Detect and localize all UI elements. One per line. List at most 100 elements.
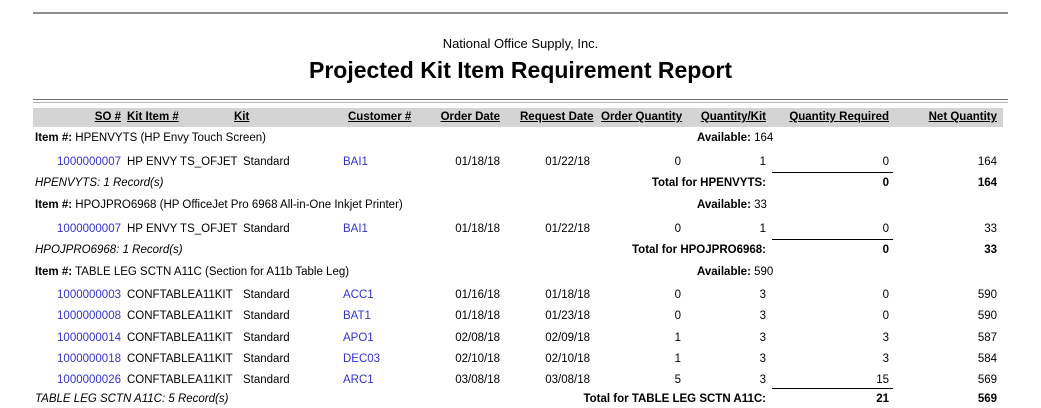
cell-qtyKit: 3 <box>759 332 766 344</box>
cell-orderDate: 01/18/18 <box>455 223 500 235</box>
column-header-kit: Kit <box>234 111 250 123</box>
group-total-net-quantity: 164 <box>977 177 997 189</box>
customer-link[interactable]: BAI1 <box>343 156 368 168</box>
column-header-requestDate: Request Date <box>520 111 594 123</box>
cell-netQty: 569 <box>977 374 997 386</box>
column-header-bar: SO # Kit Item # Kit Customer # Order Date Req… <box>33 108 1003 127</box>
item-number-label: Item #: <box>35 266 73 278</box>
cell-orderQty: 1 <box>674 332 681 344</box>
cell-kitItem: CONFTABLEA11KIT <box>127 353 233 365</box>
cell-orderDate: 02/10/18 <box>455 353 500 365</box>
so-link[interactable]: 1000000026 <box>57 374 121 386</box>
group-item-line: Item #: TABLE LEG SCTN A11C (Section for… <box>35 265 675 279</box>
column-header-so: SO # <box>94 111 121 123</box>
cell-qtyKit: 3 <box>759 310 766 322</box>
group-total-quantity-required: 0 <box>882 177 889 189</box>
so-link[interactable]: 1000000008 <box>57 310 121 322</box>
cell-orderQty: 0 <box>674 156 681 168</box>
available-value: 33 <box>750 199 767 211</box>
cell-qtyReq: 0 <box>882 223 889 235</box>
column-header-kitItem: Kit Item # <box>127 111 179 123</box>
cell-netQty: 584 <box>977 353 997 365</box>
cell-netQty: 590 <box>977 310 997 322</box>
cell-qtyReq: 3 <box>882 332 889 344</box>
cell-kit: Standard <box>243 332 290 344</box>
available-label: Available: <box>697 132 751 144</box>
page-top-rule <box>33 12 1008 14</box>
available-line: Available: 164 <box>697 131 817 145</box>
cell-kitItem: CONFTABLEA11KIT <box>127 374 233 386</box>
item-number-value: HPOJPRO6968 (HP OfficeJet Pro 6968 All-i… <box>72 199 403 211</box>
cell-kitItem: HP ENVY TS_OFJET <box>127 156 238 168</box>
cell-requestDate: 02/10/18 <box>545 353 590 365</box>
column-header-qtyKit: Quantity/Kit <box>700 111 766 123</box>
cell-qtyKit: 3 <box>759 353 766 365</box>
customer-link[interactable]: BAT1 <box>343 310 371 322</box>
cell-kitItem: CONFTABLEA11KIT <box>127 289 233 301</box>
cell-kit: Standard <box>243 353 290 365</box>
column-header-customer: Customer # <box>348 111 412 123</box>
cell-netQty: 164 <box>977 156 997 168</box>
title-separator-rule <box>33 99 1008 103</box>
column-header-qtyReq: Quantity Required <box>789 111 889 123</box>
available-label: Available: <box>697 199 751 211</box>
available-value: 164 <box>750 132 774 144</box>
so-link[interactable]: 1000000018 <box>57 353 121 365</box>
total-separator-line <box>772 172 893 173</box>
customer-link[interactable]: ACC1 <box>343 289 374 301</box>
cell-orderDate: 01/16/18 <box>455 289 500 301</box>
group-record-count: HPENVYTS: 1 Record(s) <box>35 177 164 189</box>
cell-orderQty: 0 <box>674 289 681 301</box>
so-link[interactable]: 1000000007 <box>57 223 121 235</box>
cell-kit: Standard <box>243 374 290 386</box>
cell-requestDate: 01/22/18 <box>545 223 590 235</box>
group-total-quantity-required: 21 <box>876 393 889 405</box>
so-link[interactable]: 1000000007 <box>57 156 121 168</box>
group-item-line: Item #: HPOJPRO6968 (HP OfficeJet Pro 69… <box>35 198 675 212</box>
cell-orderDate: 03/08/18 <box>455 374 500 386</box>
group-total-quantity-required: 0 <box>882 244 889 256</box>
cell-orderQty: 5 <box>674 374 681 386</box>
cell-qtyReq: 3 <box>882 353 889 365</box>
cell-kit: Standard <box>243 289 290 301</box>
cell-netQty: 587 <box>977 332 997 344</box>
group-total-label: Total for HPOJPRO6968: <box>632 244 766 256</box>
customer-link[interactable]: ARC1 <box>343 374 374 386</box>
cell-qtyReq: 15 <box>876 374 889 386</box>
cell-qtyKit: 1 <box>759 223 766 235</box>
cell-orderDate: 01/18/18 <box>455 310 500 322</box>
column-header-orderDate: Order Date <box>440 111 500 123</box>
cell-orderQty: 1 <box>674 353 681 365</box>
total-separator-line <box>772 239 893 240</box>
so-link[interactable]: 1000000014 <box>57 332 121 344</box>
so-link[interactable]: 1000000003 <box>57 289 121 301</box>
cell-qtyReq: 0 <box>882 156 889 168</box>
cell-orderDate: 01/18/18 <box>455 156 500 168</box>
cell-qtyReq: 0 <box>882 289 889 301</box>
cell-requestDate: 01/18/18 <box>545 289 590 301</box>
cell-kit: Standard <box>243 156 290 168</box>
cell-kit: Standard <box>243 223 290 235</box>
item-number-value: TABLE LEG SCTN A11C (Section for A11b Ta… <box>72 266 350 278</box>
column-header-orderQty: Order Quantity <box>601 111 683 123</box>
available-label: Available: <box>697 266 751 278</box>
customer-link[interactable]: BAI1 <box>343 223 368 235</box>
cell-netQty: 33 <box>984 223 997 235</box>
group-total-net-quantity: 33 <box>984 244 997 256</box>
cell-kitItem: CONFTABLEA11KIT <box>127 332 233 344</box>
cell-kitItem: HP ENVY TS_OFJET <box>127 223 238 235</box>
cell-kitItem: CONFTABLEA11KIT <box>127 310 233 322</box>
cell-orderQty: 0 <box>674 310 681 322</box>
available-value: 590 <box>750 266 774 278</box>
cell-requestDate: 01/22/18 <box>545 156 590 168</box>
group-total-net-quantity: 569 <box>977 393 997 405</box>
customer-link[interactable]: DEC03 <box>343 353 381 365</box>
item-number-value: HPENVYTS (HP Envy Touch Screen) <box>72 132 266 144</box>
item-number-label: Item #: <box>35 132 73 144</box>
group-total-label: Total for HPENVYTS: <box>651 177 766 189</box>
available-line: Available: 590 <box>697 265 817 279</box>
column-header-netQty: Net Quantity <box>928 111 997 123</box>
company-name: National Office Supply, Inc. <box>442 36 599 51</box>
customer-link[interactable]: APO1 <box>343 332 374 344</box>
